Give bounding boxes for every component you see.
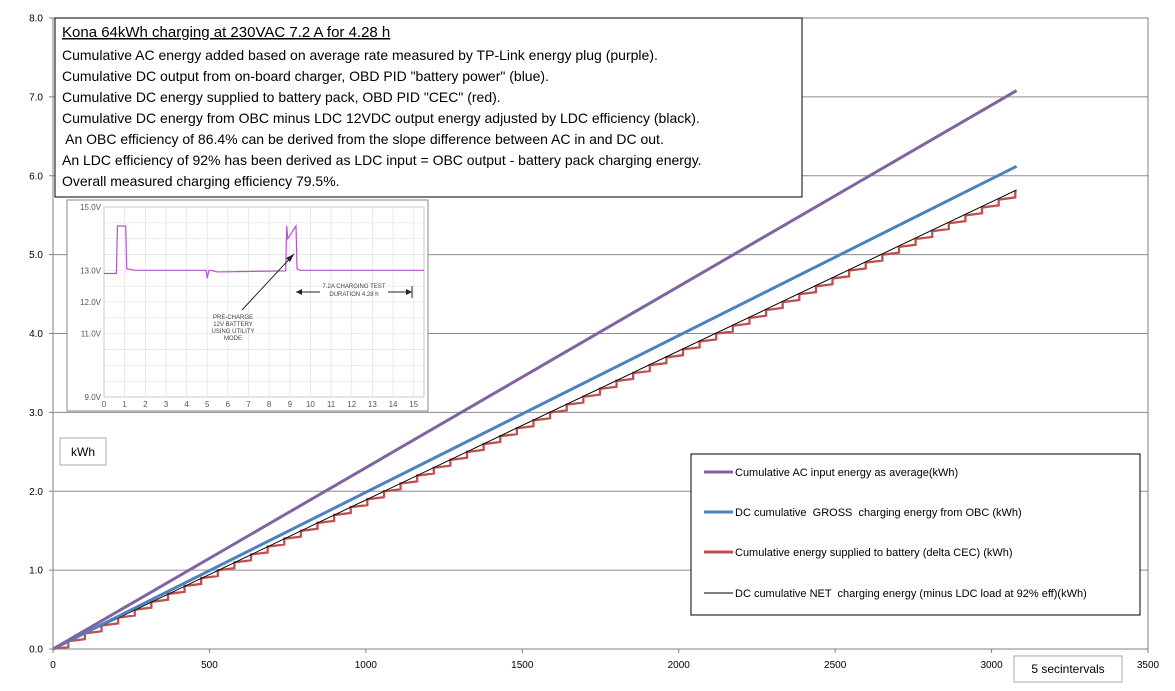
info-line: Cumulative DC output from on-board charg… (62, 68, 549, 84)
inset-x-tick-label: 5 (205, 400, 210, 409)
info-box-frame (54, 17, 803, 198)
inset-annotation-text: PRE-CHARGE (213, 315, 253, 321)
series-ac-input (52, 89, 1018, 651)
x-tick-label: 3500 (1137, 660, 1160, 671)
x-axis-label-text: 5 secintervals (1031, 662, 1104, 676)
legend: Cumulative AC input energy as average(kW… (690, 453, 1141, 616)
y-tick-label: 0.0 (29, 645, 43, 656)
x-tick-label: 1500 (511, 660, 534, 671)
inset-x-tick-label: 12 (347, 400, 356, 409)
y-axis-label-box (59, 437, 107, 466)
x-axis-label-box (1013, 655, 1123, 683)
inset-x-tick-label: 10 (306, 400, 315, 409)
inset-annotation-right: 7.2A CHARGING TEST DURATION 4.28 h (296, 284, 413, 298)
y-tick-label: 7.0 (29, 92, 43, 103)
x-axis-label: 5 secintervals (1013, 655, 1123, 683)
y-axis-label: kWh (59, 437, 107, 466)
inset-x-tick-label: 8 (267, 400, 272, 409)
inset-arrow (241, 253, 295, 311)
x-tick-label: 1000 (355, 660, 378, 671)
y-tick-label: 2.0 (29, 487, 43, 498)
inset-annotation-left: PRE-CHARGE 12V BATTERY USING UTILITY MOD… (211, 253, 295, 342)
legend-label: Cumulative energy supplied to battery (d… (735, 547, 1013, 559)
inset-x-tick-label: 2 (143, 400, 148, 409)
inset-x-tick-label: 3 (164, 400, 169, 409)
inset-y-tick-label: 13.0V (80, 266, 102, 275)
inset-x-tick-label: 15 (409, 400, 418, 409)
x-tick-label: 500 (201, 660, 218, 671)
legend-item: Cumulative AC input energy as average(kW… (704, 467, 958, 479)
inset-voltage-line (104, 224, 424, 279)
series-dc-net (52, 189, 1017, 650)
inset-annotation-text: MODE (224, 336, 242, 342)
y-axis-label-text: kWh (71, 445, 95, 459)
x-tick-label: 3000 (980, 660, 1003, 671)
info-line: An OBC efficiency of 86.4% can be derive… (62, 131, 664, 147)
inset-y-tick-label: 9.0V (85, 393, 102, 402)
inset-annotation-text: 7.2A CHARGING TEST (323, 284, 386, 290)
info-line: Overall measured charging efficiency 79.… (62, 173, 340, 189)
series-layer (52, 89, 1018, 651)
y-tick-label: 6.0 (29, 171, 43, 182)
inset-arrowhead (406, 289, 412, 295)
inset-x-tick-label: 6 (226, 400, 231, 409)
inset-x-tick-label: 9 (288, 400, 293, 409)
info-line: An LDC efficiency of 92% has been derive… (62, 152, 702, 168)
legend-frame (690, 453, 1141, 616)
inset-x-tick-label: 13 (368, 400, 377, 409)
inset-x-tick-label: 4 (184, 400, 189, 409)
y-tick-label: 1.0 (29, 566, 43, 577)
inset-arrowhead (286, 254, 294, 262)
y-tick-label: 5.0 (29, 250, 43, 261)
inset-x-tick-label: 1 (122, 400, 127, 409)
legend-item: Cumulative energy supplied to battery (d… (704, 547, 1013, 559)
inset-arrowhead (296, 289, 302, 295)
legend-item: DC cumulative NET charging energy (minus… (704, 588, 1087, 600)
legend-item: DC cumulative GROSS charging energy from… (704, 507, 1022, 519)
legend-label: DC cumulative NET charging energy (minus… (735, 588, 1087, 600)
inset-x-tick-label: 14 (389, 400, 398, 409)
y-tick-label: 4.0 (29, 329, 43, 340)
inset-annotation-text: USING UTILITY (211, 329, 254, 335)
y-tick-label: 8.0 (29, 14, 43, 25)
inset-x-tick-label: 11 (327, 400, 336, 409)
inset-y-tick-label: 15.0V (80, 203, 102, 212)
info-box: Kona 64kWh charging at 230VAC 7.2 A for … (54, 17, 803, 198)
info-line: Cumulative DC energy supplied to battery… (62, 89, 501, 105)
x-tick-label: 0 (50, 660, 56, 671)
axis-ticks: 0.0 1.0 2.0 3.0 4.0 5.0 6.0 7.0 8.0 0 500 1000 1500 2… (29, 14, 1159, 672)
x-tick-label: 2500 (824, 660, 847, 671)
info-title: Kona 64kWh charging at 230VAC 7.2 A for … (62, 24, 390, 41)
x-tick-label: 2000 (668, 660, 691, 671)
inset-x-tick-label: 0 (102, 400, 107, 409)
info-line: Cumulative DC energy from OBC minus LDC … (62, 110, 700, 126)
legend-label: DC cumulative GROSS charging energy from… (735, 507, 1022, 519)
y-tick-label: 3.0 (29, 408, 43, 419)
inset-y-tick-label: 11.0V (81, 330, 102, 339)
inset-y-tick-label: 12.0V (80, 298, 102, 307)
series-dc-gross (52, 164, 1018, 651)
inset-annotation-text: DURATION 4.28 h (329, 292, 378, 298)
info-line: Cumulative AC energy added based on aver… (62, 47, 658, 63)
inset-annotation-text: 12V BATTERY (213, 322, 252, 328)
inset-x-tick-label: 7 (246, 400, 251, 409)
legend-label: Cumulative AC input energy as average(kW… (735, 467, 958, 479)
